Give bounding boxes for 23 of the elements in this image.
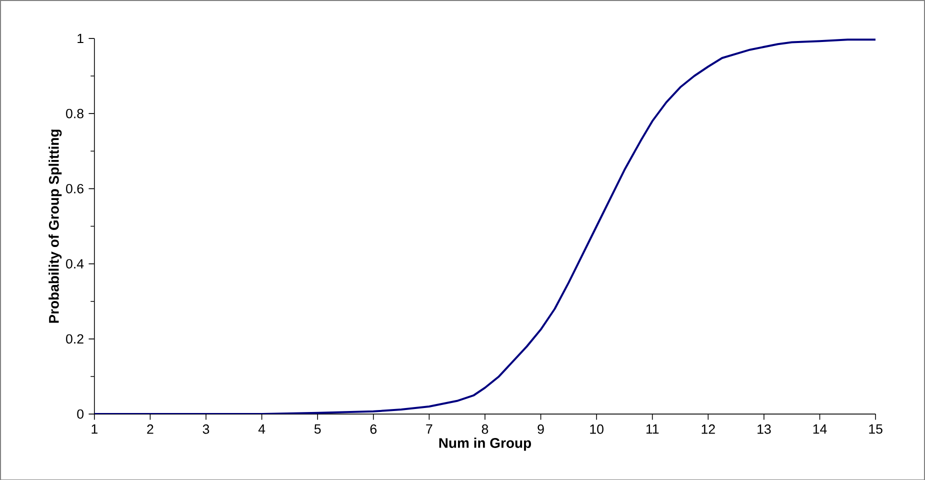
x-tick-label: 5 bbox=[314, 424, 321, 434]
x-tick-label: 13 bbox=[758, 424, 771, 434]
x-tick-label: 8 bbox=[482, 424, 488, 434]
y-tick-label: 0 bbox=[77, 409, 84, 419]
y-axis-title: Probability of Group Splitting bbox=[48, 129, 62, 323]
x-tick-label: 11 bbox=[646, 424, 659, 434]
x-axis-title: Num in Group bbox=[439, 437, 532, 450]
x-tick-label: 3 bbox=[202, 424, 210, 434]
x-tick-label: 12 bbox=[702, 424, 715, 434]
x-tick-label: 1 bbox=[92, 424, 98, 434]
x-tick-label: 6 bbox=[370, 424, 377, 434]
x-tick-label: 2 bbox=[147, 424, 154, 434]
y-tick-label: 0.2 bbox=[66, 334, 84, 344]
x-tick-label: 7 bbox=[426, 424, 432, 434]
x-tick-label: 15 bbox=[869, 424, 882, 434]
x-tick-label: 10 bbox=[590, 424, 604, 434]
y-tick-label: 1 bbox=[78, 34, 84, 43]
x-tick-label: 4 bbox=[258, 424, 266, 434]
y-tick-label: 0.4 bbox=[66, 258, 84, 268]
y-tick-label: 0.8 bbox=[66, 108, 84, 118]
y-tick-label: 0.6 bbox=[66, 184, 84, 194]
x-tick-label: 9 bbox=[538, 424, 544, 434]
x-tick-label: 14 bbox=[813, 424, 827, 434]
